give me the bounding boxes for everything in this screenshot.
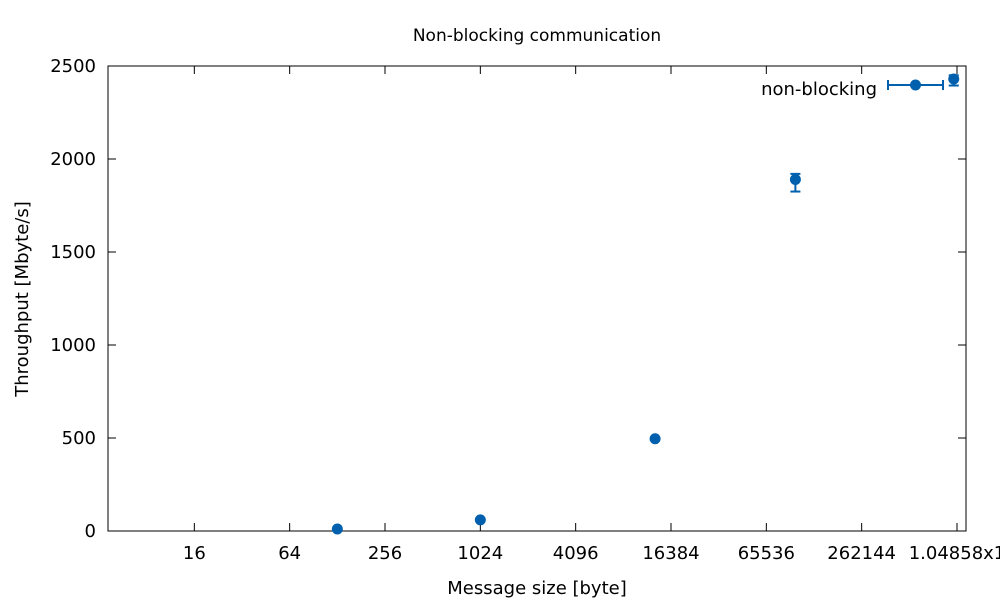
y-tick-label: 1500: [50, 242, 96, 263]
x-tick-label: 16: [183, 543, 206, 564]
data-point: [474, 514, 486, 526]
chart-title: Non-blocking communication: [413, 26, 661, 46]
data-point: [649, 433, 661, 445]
x-axis-ticks: 16 64 256 1024 4096 16384 65536 262144 1.04858x1: [183, 66, 1000, 564]
x-tick-label: 64: [278, 543, 301, 564]
data-point: [789, 173, 801, 185]
legend-marker: [910, 79, 921, 91]
legend-label: non-blocking: [761, 79, 877, 100]
x-tick-label: 256: [368, 543, 402, 564]
x-tick-label: 16384: [642, 543, 699, 564]
x-tick-label: 4096: [553, 543, 599, 564]
x-axis-label: Message size [byte]: [447, 578, 627, 599]
data-point: [948, 73, 960, 85]
y-tick-label: 1000: [50, 335, 96, 356]
x-tick-label: 65536: [738, 543, 795, 564]
y-tick-label: 2500: [50, 56, 96, 77]
legend: non-blocking: [761, 79, 944, 100]
x-tick-label: 1.04858x1: [909, 543, 1000, 564]
y-axis-ticks: 0 500 1000 1500 2000 2500: [50, 56, 966, 542]
y-tick-label: 500: [62, 428, 96, 449]
y-tick-label: 2000: [50, 149, 96, 170]
series-layer: [331, 73, 960, 535]
y-axis-label: Throughput [Mbyte/s]: [12, 201, 33, 398]
x-tick-label: 262144: [827, 543, 896, 564]
y-tick-label: 0: [85, 521, 96, 542]
data-point: [331, 523, 343, 535]
plot-frame: [107, 65, 967, 532]
x-tick-label: 1024: [457, 543, 503, 564]
